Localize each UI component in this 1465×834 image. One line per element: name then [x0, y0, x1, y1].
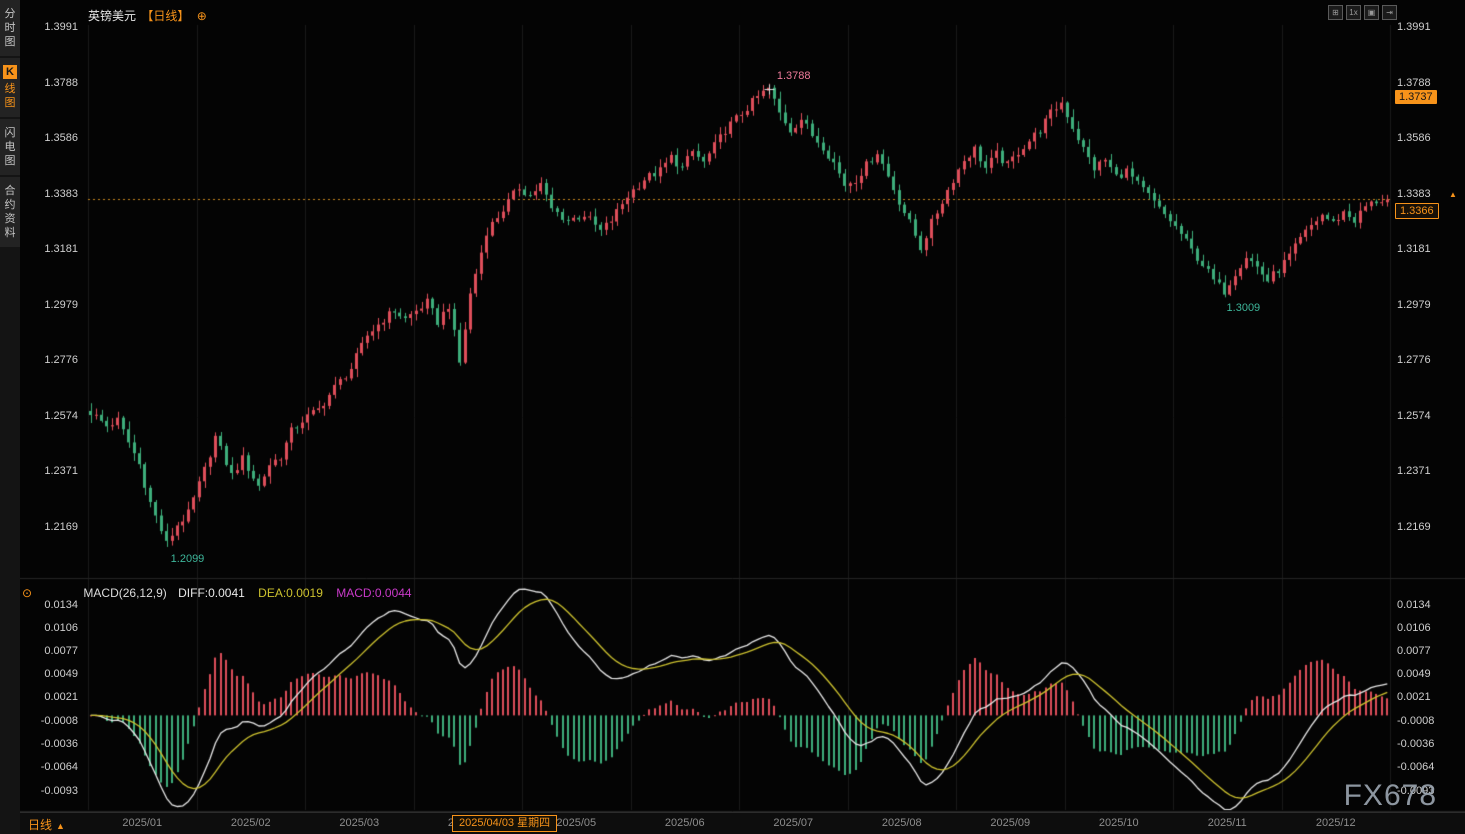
scale-1x-icon[interactable]: 1x: [1346, 5, 1361, 20]
axis-tick-label: 1.2371: [44, 465, 78, 478]
sidebar-item-kline-chart[interactable]: K 线图: [0, 58, 20, 117]
axis-tick-label: 0.0049: [44, 668, 78, 681]
axis-tick-label: 0.0049: [1397, 668, 1431, 681]
axis-tick-label: 0.0134: [44, 598, 78, 611]
axis-tick-label: -0.0008: [1397, 714, 1435, 727]
time-axis-bar: 日线▲ 2025/012025/022025/032025/042025/052…: [0, 812, 1465, 834]
x-axis-label: 2025/08: [881, 817, 922, 829]
x-axis-label: 2025/12: [1315, 817, 1356, 829]
grid-layout-icon[interactable]: ⊞: [1328, 5, 1343, 20]
annotation-peak-price: 1.3788: [776, 69, 811, 82]
x-axis-label: 2025/10: [1098, 817, 1139, 829]
axis-tick-label: 1.3383: [1397, 187, 1431, 200]
price-tag-upper: 1.3737: [1395, 89, 1437, 104]
period-selector-label: 日线: [28, 818, 53, 832]
annotation-jan-low-price: 1.2099: [170, 552, 205, 565]
axis-tick-label: -0.0008: [40, 714, 78, 727]
sidebar: 分时图 K 线图 闪电图 合约资料: [0, 0, 20, 834]
sidebar-item-time-chart[interactable]: 分时图: [0, 0, 20, 56]
axis-tick-label: 0.0021: [1397, 691, 1431, 704]
chart-title: 英镑美元 【日线】 ⊕: [88, 7, 207, 24]
x-axis-label: 2025/01: [122, 817, 163, 829]
axis-tick-label: 1.3181: [44, 243, 78, 256]
crosshair-date-label: 2025/04/03 星期四: [452, 815, 558, 832]
annotation-nov-low-price: 1.3009: [1226, 302, 1261, 315]
axis-tick-label: 1.2169: [44, 520, 78, 533]
indicator-settings-icon[interactable]: ⊙: [22, 586, 33, 600]
price-axis-right: 1.3991 1.3788 1.3586 1.3383 1.3181 1.2979 1.27…: [1395, 0, 1465, 834]
x-axis-label: 2025/11: [1207, 817, 1247, 829]
axis-tick-label: 1.3181: [1397, 243, 1431, 256]
axis-tick-label: 0.0021: [44, 691, 78, 704]
price-axis-left: 1.3991 1.3788 1.3586 1.3383 1.3181 1.2979 1.27…: [0, 0, 82, 834]
price-tag-current: 1.3366: [1395, 203, 1439, 220]
axis-tick-label: 1.3383: [44, 187, 78, 200]
x-axis-label: 2025/03: [339, 817, 380, 829]
axis-tick-label: 1.3586: [44, 132, 78, 145]
macd-label: MACD(26,12,9): [83, 586, 167, 600]
axis-tick-label: 0.0106: [44, 621, 78, 634]
x-axis-label: 2025/02: [230, 817, 271, 829]
watermark: FX678: [1343, 779, 1437, 812]
axis-tick-label: 1.2776: [44, 354, 78, 367]
layout-toolbar: ⊞ 1x ▣ ⇥: [1328, 5, 1397, 20]
x-axis-label: 2025/07: [773, 817, 814, 829]
macd-diff-value: DIFF:0.0041: [178, 586, 245, 600]
axis-tick-label: 1.2574: [1397, 409, 1431, 422]
single-panel-icon[interactable]: ▣: [1364, 5, 1379, 20]
axis-tick-label: -0.0064: [1397, 760, 1435, 773]
axis-tick-label: 1.2169: [1397, 520, 1431, 533]
axis-tick-label: 0.0077: [44, 645, 78, 658]
axis-tick-label: -0.0093: [40, 784, 78, 797]
add-indicator-icon[interactable]: ⊕: [196, 9, 207, 23]
axis-tick-label: 1.2979: [44, 298, 78, 311]
sidebar-item-contract-info[interactable]: 合约资料: [0, 177, 20, 247]
sidebar-item-lightning-chart[interactable]: 闪电图: [0, 119, 20, 175]
kline-badge-icon: K: [3, 65, 17, 79]
axis-tick-label: 1.2979: [1397, 298, 1431, 311]
sidebar-item-label: 线图: [4, 83, 16, 109]
x-axis-label: 2025/05: [556, 817, 597, 829]
axis-tick-label: -0.0064: [40, 760, 78, 773]
expand-panel-icon[interactable]: ⇥: [1382, 5, 1397, 20]
axis-tick-label: -0.0036: [40, 737, 78, 750]
axis-tick-label: 1.3991: [44, 21, 78, 34]
axis-tick-label: 1.2371: [1397, 465, 1431, 478]
period-label: 【日线】: [141, 9, 190, 23]
x-axis-label: 2025/06: [664, 817, 705, 829]
axis-tick-label: -0.0093: [1397, 784, 1435, 797]
x-axis-label: 2025/09: [990, 817, 1031, 829]
macd-header: ⊙ MACD(26,12,9) DIFF:0.0041 DEA:0.0019 M…: [22, 586, 412, 600]
axis-tick-label: 1.2776: [1397, 354, 1431, 367]
axis-tick-label: 1.2574: [44, 409, 78, 422]
scroll-marker-icon[interactable]: ▲: [1449, 189, 1457, 199]
axis-tick-label: -0.0036: [1397, 737, 1435, 750]
axis-tick-label: 0.0134: [1397, 598, 1431, 611]
axis-tick-label: 0.0077: [1397, 645, 1431, 658]
period-selector[interactable]: 日线 ▲: [28, 816, 65, 833]
axis-tick-label: 1.3788: [44, 76, 78, 89]
axis-tick-label: 0.0106: [1397, 621, 1431, 634]
macd-dea-value: DEA:0.0019: [258, 586, 323, 600]
macd-macd-value: MACD:0.0044: [336, 586, 412, 600]
symbol-name: 英镑美元: [88, 9, 137, 23]
axis-tick-label: 1.3991: [1397, 21, 1431, 34]
axis-tick-label: 1.3586: [1397, 132, 1431, 145]
dropdown-arrow-icon: ▲: [56, 821, 65, 831]
axis-tick-label: 1.3788: [1397, 76, 1431, 89]
